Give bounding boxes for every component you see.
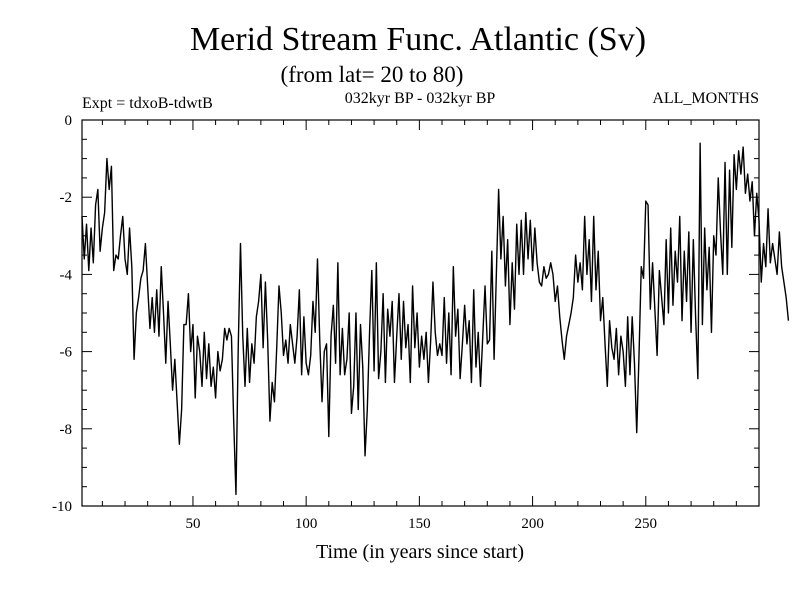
series-line xyxy=(81,142,790,496)
experiment-label: Expt = tdxoB-tdwtB xyxy=(82,95,213,112)
y-tick-label: -8 xyxy=(60,422,73,438)
x-tick-label: 50 xyxy=(185,516,200,532)
y-tick-label: 0 xyxy=(65,113,73,129)
y-tick-label: -2 xyxy=(60,190,73,206)
chart-subtitle: (from lat= 20 to 80) xyxy=(281,62,464,87)
x-tick-label: 250 xyxy=(635,516,658,532)
x-tick-label: 100 xyxy=(295,516,318,532)
x-tick-label: 200 xyxy=(521,516,544,532)
chart-title: Merid Stream Func. Atlantic (Sv) xyxy=(190,21,646,58)
y-tick-label: -4 xyxy=(60,267,73,283)
y-tick-label: -10 xyxy=(52,499,72,515)
axis-tick-labels: 50 100 150 200 250 0 -2 -4 -6 -8 -10 xyxy=(52,113,657,532)
x-tick-label: 150 xyxy=(408,516,431,532)
y-tick-label: -6 xyxy=(60,345,73,361)
plot-frame xyxy=(81,119,760,507)
months-label: ALL_MONTHS xyxy=(652,90,759,107)
axis-ticks xyxy=(82,119,760,507)
period-label: 032kyr BP - 032kyr BP xyxy=(345,90,496,107)
x-axis-title: Time (in years since start) xyxy=(316,541,524,563)
